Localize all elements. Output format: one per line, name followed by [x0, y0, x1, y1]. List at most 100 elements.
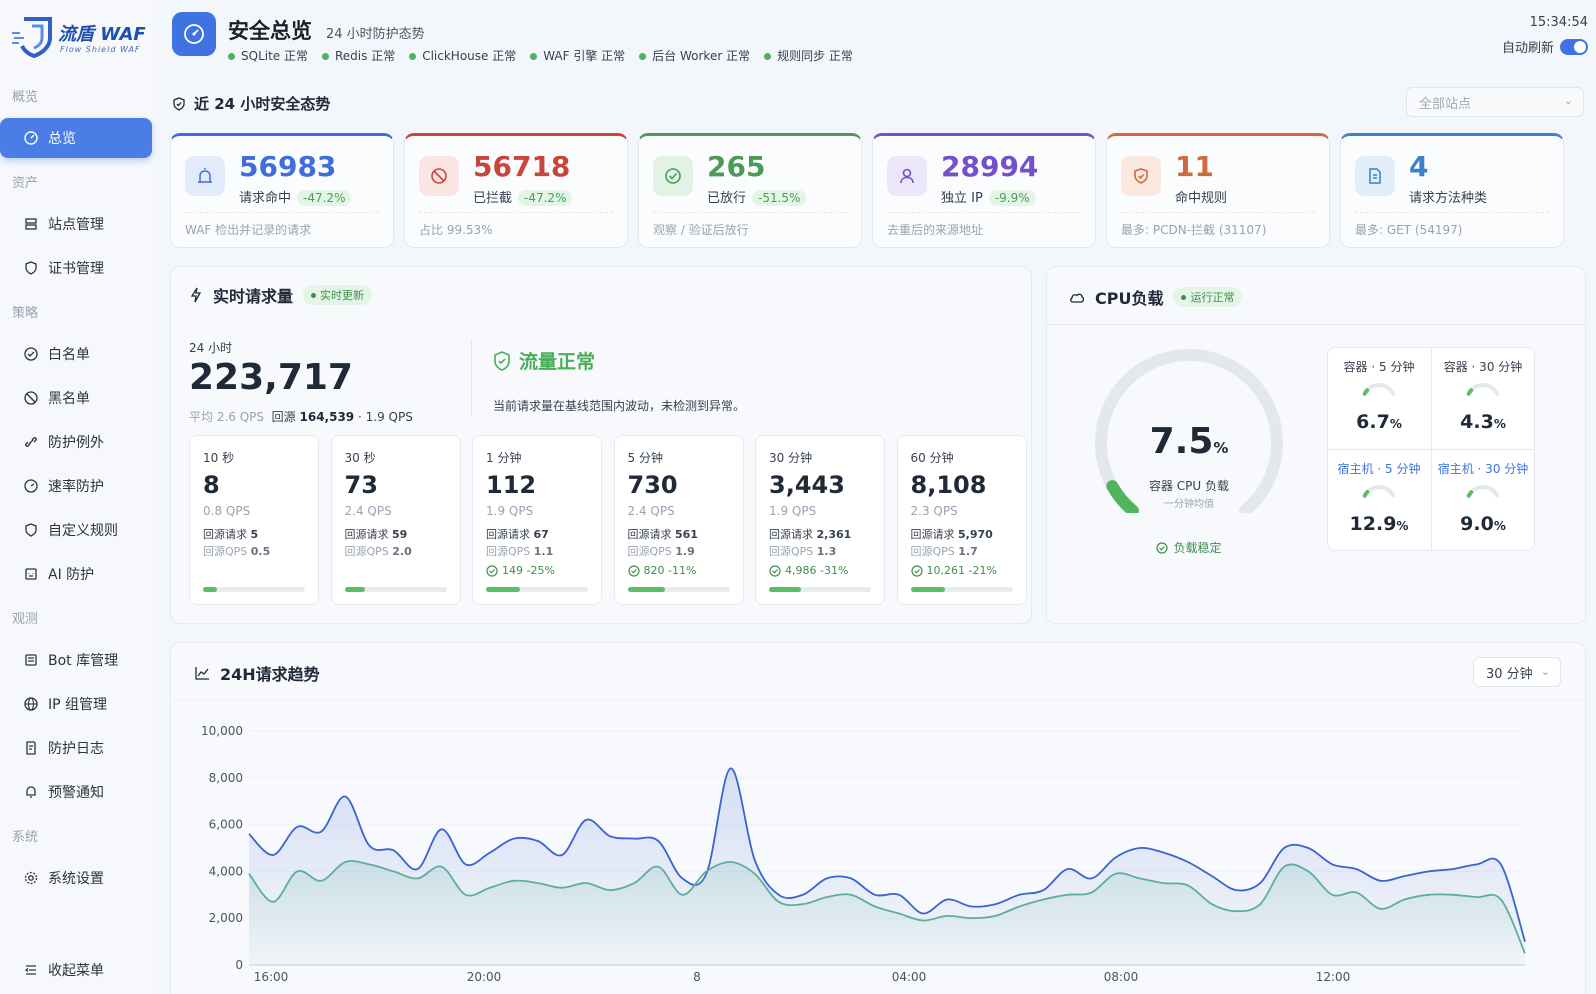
sidebar-item-ai[interactable]: AI 防护: [0, 554, 152, 594]
interval-select-value: 30 分钟: [1486, 666, 1533, 682]
kpi-value: 56983: [239, 150, 337, 183]
tile-origin-qps: 回源QPS 2.0: [344, 545, 412, 558]
tile-origin-req: 回源请求 67: [486, 528, 549, 541]
cpu-sub: 一分钟均值: [1164, 499, 1214, 510]
sidebar-item-alerts[interactable]: 预警通知: [0, 772, 152, 812]
sidebar-item-label: 预警通知: [48, 785, 104, 801]
kpi-label: 请求方法种类: [1409, 191, 1488, 206]
tile-qps: 1.9 QPS: [486, 504, 534, 518]
cpu-cell-value: 4.3%: [1460, 411, 1506, 433]
sidebar-item-whitelist[interactable]: 白名单: [0, 334, 152, 374]
tile-progress: [910, 587, 1013, 592]
kpi-card-hits: 56983 请求命中 -47.2% WAF 检出并记录的请求: [170, 133, 394, 248]
y-tick-label: 8,000: [209, 771, 243, 785]
tile-origin-req: 回源请求 5,970: [910, 528, 993, 541]
sidebar-item-exceptions[interactable]: 防护例外: [0, 422, 152, 462]
service-status-row: SQLite 正常 Redis 正常 ClickHouse 正常 WAF 引擎 …: [228, 47, 853, 64]
kpi-footnote: 最多: PCDN-拦截 (31107): [1121, 223, 1267, 237]
cpu-cell-label: 宿主机 · 30 分钟: [1437, 462, 1529, 476]
gauge-track: [1095, 349, 1283, 513]
kpi-card-blocked: 56718 已拦截 -47.2% 占比 99.53%: [404, 133, 628, 248]
sidebar-item-certs[interactable]: 证书管理: [0, 248, 152, 288]
mini-gauge: [1466, 383, 1500, 396]
bell-icon: [24, 785, 38, 799]
logo-subtitle: Flow Shield WAF: [60, 45, 141, 54]
status-item: ClickHouse 正常: [409, 47, 516, 64]
y-tick-label: 2,000: [209, 911, 243, 925]
sidebar-item-label: 证书管理: [48, 261, 104, 277]
tile-value: 8,108: [910, 471, 987, 499]
kpi-card-methods: 4 请求方法种类 最多: GET (54197): [1340, 133, 1564, 248]
cpu-grid: 容器 · 5 分钟 6.7% 容器 · 30 分钟 4.3% 宿主机 · 5 分钟 12.…: [1327, 347, 1535, 551]
status-item: Redis 正常: [322, 47, 395, 64]
kpi-label: 已放行 -51.5%: [707, 187, 807, 206]
sidebar-item-ipgroup[interactable]: IP 组管理: [0, 684, 152, 724]
main-content: 安全总览 24 小时防护态势 SQLite 正常 Redis 正常 ClickH…: [158, 0, 1596, 994]
cpu-metric-cell: 容器 · 5 分钟 6.7%: [1328, 348, 1430, 448]
dashboard-header-icon: [172, 12, 216, 56]
sidebar-item-rate[interactable]: 速率防护: [0, 466, 152, 506]
trend-panel: 24H请求趋势 30 分钟 ⌄ 0 2,000 4,000 6,000 8,000 10,…: [170, 642, 1586, 994]
cpu-panel: CPU负载 运行正常 7.5% 容器 CPU 负载 一分钟均值 负载稳定 容器 …: [1046, 266, 1586, 624]
tile-origin-qps: 回源QPS 0.5: [203, 545, 271, 558]
sidebar-item-sites[interactable]: 站点管理: [0, 204, 152, 244]
kpi-card-allowed: 265 已放行 -51.5% 观察 / 验证后放行: [638, 133, 862, 248]
nav-section-observe: 观测: [12, 612, 39, 627]
sidebar-item-logs[interactable]: 防护日志: [0, 728, 152, 768]
globe-icon: [24, 697, 38, 711]
cpu-cell-value: 9.0%: [1460, 513, 1506, 535]
site-select[interactable]: 全部站点 ⌄: [1406, 87, 1584, 117]
x-tick-label: 16:00: [254, 970, 289, 984]
cpu-state: 负载稳定: [1089, 539, 1289, 556]
check-circle-icon: [769, 564, 781, 577]
sidebar-item-dashboard[interactable]: 总览: [0, 118, 152, 158]
page-subtitle: 24 小时防护态势: [326, 27, 425, 42]
check-circle-icon: [1156, 541, 1169, 554]
kpi-footnote: WAF 检出并记录的请求: [185, 223, 312, 237]
trend-title: 24H请求趋势: [195, 661, 320, 685]
tile-window: 1 分钟: [486, 451, 522, 465]
kpi-footnote: 占比 99.53%: [419, 223, 493, 237]
tile-origin-qps: 回源QPS 1.9: [627, 545, 695, 558]
gauge-icon: [24, 131, 38, 145]
cpu-cell-label: 容器 · 5 分钟: [1343, 360, 1415, 374]
auto-refresh-toggle[interactable]: [1560, 38, 1588, 55]
y-tick-label: 10,000: [201, 724, 243, 738]
sidebar-item-label: 白名单: [48, 347, 90, 363]
robot-icon: [24, 567, 38, 581]
collapse-menu-button[interactable]: 收起菜单: [0, 950, 152, 990]
series-line: [248, 767, 1526, 942]
sidebar-item-custom[interactable]: 自定义规则: [0, 510, 152, 550]
tile-progress: [627, 587, 730, 592]
database-icon: [24, 653, 38, 667]
sidebar-item-blacklist[interactable]: 黑名单: [0, 378, 152, 418]
tile-qps: 2.4 QPS: [627, 504, 675, 518]
tile-origin-qps: 回源QPS 1.7: [910, 545, 978, 558]
realtime-title: 实时请求量 实时更新: [189, 283, 373, 307]
cpu-cell-value: 6.7%: [1356, 411, 1402, 433]
status-item: 后台 Worker 正常: [639, 47, 750, 64]
interval-select[interactable]: 30 分钟 ⌄: [1473, 657, 1561, 687]
traffic-status-desc: 当前请求量在基线范围内波动，未检测到异常。: [493, 399, 746, 413]
collapse-menu-label: 收起菜单: [48, 963, 104, 979]
sidebar-item-label: 系统设置: [48, 871, 104, 887]
server-icon: [24, 217, 38, 231]
window-tile: 30 秒 73 2.4 QPS 回源请求 59 回源QPS 2.0: [330, 435, 461, 605]
sidebar-item-bot[interactable]: Bot 库管理: [0, 640, 152, 680]
tile-value: 730: [627, 471, 678, 499]
y-tick-label: 4,000: [209, 864, 243, 878]
check-circle-icon: [653, 156, 693, 196]
cpu-title: CPU负载 运行正常: [1069, 285, 1243, 309]
realtime-pill: 实时更新: [303, 285, 373, 305]
tile-value: 112: [486, 471, 537, 499]
tile-progress: [344, 587, 447, 592]
sidebar-item-settings[interactable]: 系统设置: [0, 858, 152, 898]
tile-qps: 2.4 QPS: [344, 504, 392, 518]
x-tick-label: 8: [693, 970, 701, 984]
kpi-label: 已拦截 -47.2%: [473, 187, 573, 206]
tile-origin-req: 回源请求 2,361: [769, 528, 852, 541]
gauge-fill: [1106, 480, 1139, 513]
tile-change: 820 -11%: [627, 564, 696, 577]
cloud-icon: [1070, 293, 1085, 303]
ban-icon: [24, 391, 38, 405]
